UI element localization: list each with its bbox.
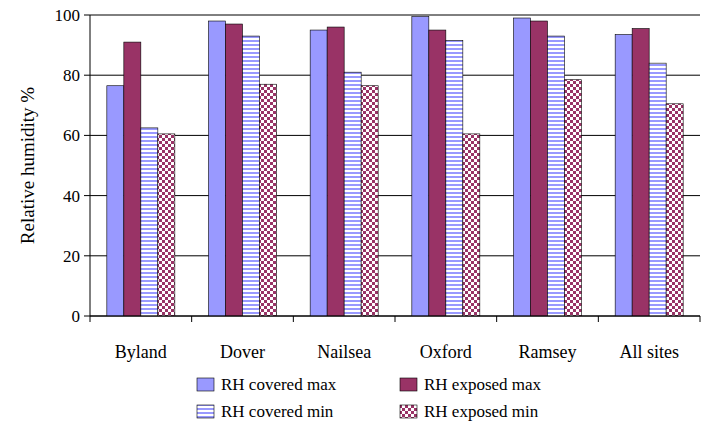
bar	[209, 21, 226, 316]
bar	[361, 86, 378, 316]
x-tick-label: Nailsea	[317, 342, 371, 362]
bar	[666, 104, 683, 316]
bar	[615, 35, 632, 316]
grid-line	[90, 75, 700, 76]
chart-svg: 0 20 40 60 80 100 Byland Dover Nailsea Oxford Rams…	[0, 0, 721, 442]
grid-line	[90, 15, 700, 16]
bar	[344, 72, 361, 316]
x-tick-mark	[395, 316, 396, 322]
chart-container: 0 20 40 60 80 100 Byland Dover Nailsea Oxford Rams…	[0, 0, 721, 442]
y-axis-label: Relative humidity %	[17, 87, 38, 244]
bar	[243, 36, 260, 316]
y-tick-label: 100	[55, 6, 81, 25]
x-tick-mark	[496, 316, 497, 322]
tick-mark	[84, 75, 90, 76]
x-tick-mark	[293, 316, 294, 322]
bar	[429, 30, 446, 316]
x-tick-label: Oxford	[420, 342, 472, 362]
x-tick-mark	[598, 316, 599, 322]
legend-swatch	[400, 378, 417, 391]
y-tick-label: 40	[63, 187, 80, 206]
legend-label: RH covered max	[221, 375, 337, 394]
tick-mark	[84, 135, 90, 136]
bar	[649, 63, 666, 316]
y-tick-label: 60	[63, 126, 80, 145]
x-tick-label: Ramsey	[519, 342, 577, 362]
legend-label: RH covered min	[221, 402, 334, 421]
bar	[124, 42, 141, 316]
tick-mark	[84, 316, 90, 317]
x-tick-label: All sites	[619, 342, 679, 362]
legend-swatch	[197, 405, 214, 418]
y-tick-label: 80	[63, 66, 80, 85]
tick-mark	[84, 15, 90, 16]
bar	[107, 86, 124, 316]
x-tick-label: Byland	[115, 342, 167, 362]
bar	[327, 27, 344, 316]
x-tick-mark	[90, 316, 91, 322]
grid-line	[90, 135, 700, 136]
legend-swatch	[197, 378, 214, 391]
y-tick-label: 20	[63, 247, 80, 266]
bar	[260, 84, 277, 316]
y-tick-label: 0	[72, 307, 81, 326]
bar	[158, 134, 175, 316]
legend-label: RH exposed min	[424, 402, 539, 421]
bar	[565, 80, 582, 316]
bar	[548, 36, 565, 316]
legend-swatch	[400, 405, 417, 418]
bar	[446, 41, 463, 316]
bar	[226, 24, 243, 316]
grid-line	[90, 255, 700, 256]
y-axis	[90, 15, 91, 316]
bar	[310, 30, 327, 316]
bars	[107, 17, 683, 316]
bar	[514, 18, 531, 316]
x-tick-mark	[700, 316, 701, 322]
x-tick-mark	[191, 316, 192, 322]
bar	[141, 128, 158, 316]
tick-mark	[84, 255, 90, 256]
tick-mark	[84, 195, 90, 196]
legend-label: RH exposed max	[424, 375, 542, 394]
bar	[632, 29, 649, 316]
x-tick-label: Dover	[220, 342, 265, 362]
grid-line	[90, 195, 700, 196]
bar	[531, 21, 548, 316]
bar	[412, 17, 429, 316]
bar	[463, 134, 480, 316]
